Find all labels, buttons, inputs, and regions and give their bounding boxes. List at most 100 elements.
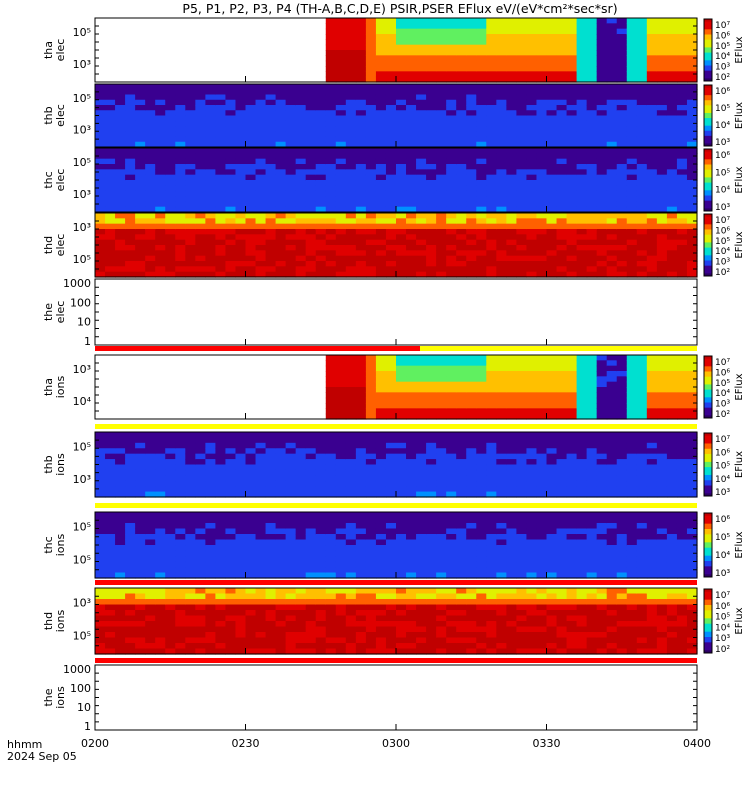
heatmap-cell (426, 180, 437, 186)
heatmap-cell (345, 480, 357, 487)
heatmap-cell (245, 266, 257, 273)
heatmap-cell (275, 190, 287, 197)
heatmap-cell (205, 84, 216, 90)
heatmap-cell (486, 392, 497, 399)
heatmap-cell (626, 141, 638, 148)
heatmap-cell (285, 545, 297, 552)
heatmap-cell (616, 250, 628, 257)
heatmap-cell (385, 239, 397, 246)
heatmap-cell (526, 491, 538, 498)
colorbar-swatch (704, 172, 712, 176)
heatmap-cell (155, 464, 166, 471)
heatmap-cell (656, 250, 668, 257)
heatmap-cell (476, 148, 487, 154)
heatmap-cell (586, 71, 598, 78)
heatmap-cell (606, 55, 618, 62)
heatmap-cell (596, 105, 608, 111)
heatmap-cell (105, 432, 116, 439)
heatmap-cell (335, 517, 347, 524)
heatmap-cell (636, 381, 648, 388)
heatmap-cell (546, 120, 558, 127)
heatmap-cell (536, 376, 548, 383)
heatmap-cell (305, 512, 317, 519)
heatmap-cell (396, 545, 407, 552)
heatmap-cell (255, 432, 267, 439)
heatmap-cell (275, 486, 287, 493)
heatmap-cell (385, 480, 397, 487)
heatmap-cell (476, 539, 487, 546)
heatmap-cell (546, 545, 558, 552)
colorbar-swatch (704, 255, 712, 259)
colorbar-swatch (704, 21, 712, 25)
heatmap-cell (165, 632, 176, 639)
heatmap-cell (145, 621, 156, 628)
heatmap-cell (355, 469, 367, 476)
heatmap-cell (436, 360, 447, 367)
heatmap-cell (506, 218, 517, 225)
heatmap-cell (205, 89, 216, 96)
heatmap-cell (636, 196, 648, 202)
heatmap-cell (496, 239, 507, 246)
heatmap-cell (125, 528, 136, 535)
heatmap-cell (315, 206, 327, 213)
heatmap-cell (646, 234, 658, 241)
heatmap-cell (496, 360, 507, 367)
heatmap-cell (125, 196, 136, 202)
heatmap-cell (616, 136, 628, 143)
heatmap-cell (406, 561, 417, 568)
heatmap-cell (365, 126, 377, 132)
heatmap-cell (426, 413, 437, 420)
heatmap-cell (345, 387, 357, 393)
heatmap-cell (636, 18, 648, 24)
heatmap-cell (375, 250, 387, 257)
heatmap-cell (225, 255, 237, 262)
heatmap-cell (676, 66, 688, 72)
heatmap-cell (315, 99, 327, 106)
heatmap-cell (436, 99, 447, 106)
heatmap-cell (105, 271, 116, 278)
heatmap-cell (496, 206, 507, 213)
heatmap-cell (476, 480, 487, 487)
heatmap-cell (305, 229, 317, 235)
heatmap-cell (556, 517, 568, 524)
heatmap-cell (626, 432, 638, 439)
heatmap-cell (95, 621, 106, 628)
heatmap-cell (115, 234, 126, 241)
heatmap-cell (385, 464, 397, 471)
heatmap-cell (225, 261, 237, 267)
heatmap-cell (155, 94, 166, 101)
heatmap-cell (426, 448, 437, 455)
heatmap-cell (175, 250, 186, 257)
heatmap-cell (295, 266, 307, 273)
heatmap-cell (596, 141, 608, 148)
heatmap-cell (305, 213, 317, 219)
heatmap-cell (215, 153, 227, 160)
heatmap-cell (456, 486, 467, 493)
heatmap-cell (406, 534, 417, 541)
heatmap-cell (426, 44, 437, 51)
heatmap-cell (245, 469, 257, 476)
heatmap-cell (436, 486, 447, 493)
heatmap-cell (105, 648, 116, 655)
heatmap-cell (686, 44, 698, 51)
heatmap-cell (546, 213, 558, 219)
heatmap-cell (606, 99, 618, 106)
heatmap-cell (516, 387, 528, 393)
heatmap-cell (335, 23, 347, 30)
heatmap-cell (305, 174, 317, 181)
heatmap-cell (215, 141, 227, 148)
heatmap-cell (546, 201, 558, 208)
heatmap-cell (305, 475, 317, 482)
heatmap-cell (406, 89, 417, 96)
heatmap-cell (175, 234, 186, 241)
heatmap-cell (616, 469, 628, 476)
colorbar-swatch (704, 118, 712, 122)
heatmap-cell (666, 213, 678, 219)
colorbar-tick-label: 10⁵ (715, 533, 730, 543)
heatmap-cell (606, 223, 618, 230)
heatmap-cell (586, 206, 598, 213)
heatmap-cell (406, 234, 417, 241)
heatmap-cell (506, 229, 517, 235)
heatmap-cell (466, 413, 477, 420)
heatmap-cell (365, 131, 377, 138)
